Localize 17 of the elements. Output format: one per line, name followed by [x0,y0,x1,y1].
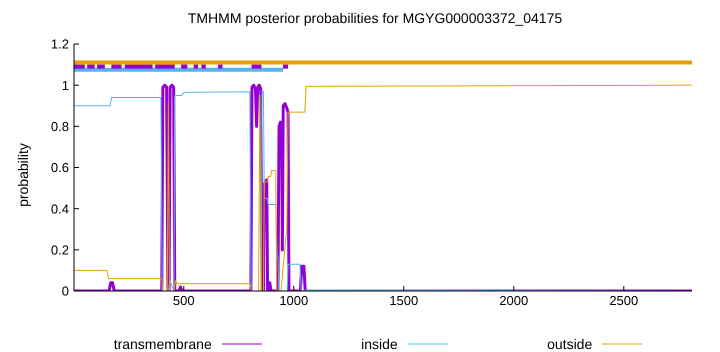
x-tick-label: 2000 [499,293,528,308]
x-tick-label: 1500 [389,293,418,308]
y-tick-label: 1.2 [50,36,69,52]
x-tick-label: 1000 [279,293,308,308]
y-axis-title: probability [15,142,31,209]
y-tick-label: 0.8 [50,118,69,134]
legend-label: inside [361,336,398,352]
y-tick-label: 0.6 [50,160,69,176]
legend-label: transmembrane [114,336,212,352]
y-tick-label: 0.2 [50,242,69,258]
y-tick-label: 0.4 [50,201,69,216]
y-tick-label: 0 [62,284,69,299]
legend-label: outside [547,336,592,352]
chart-title: TMHMM posterior probabilities for MGYG000003372_04175 [186,10,564,26]
x-tick-label: 2500 [609,293,638,308]
x-tick-label: 500 [172,293,195,308]
y-tick-label: 1 [62,78,69,93]
